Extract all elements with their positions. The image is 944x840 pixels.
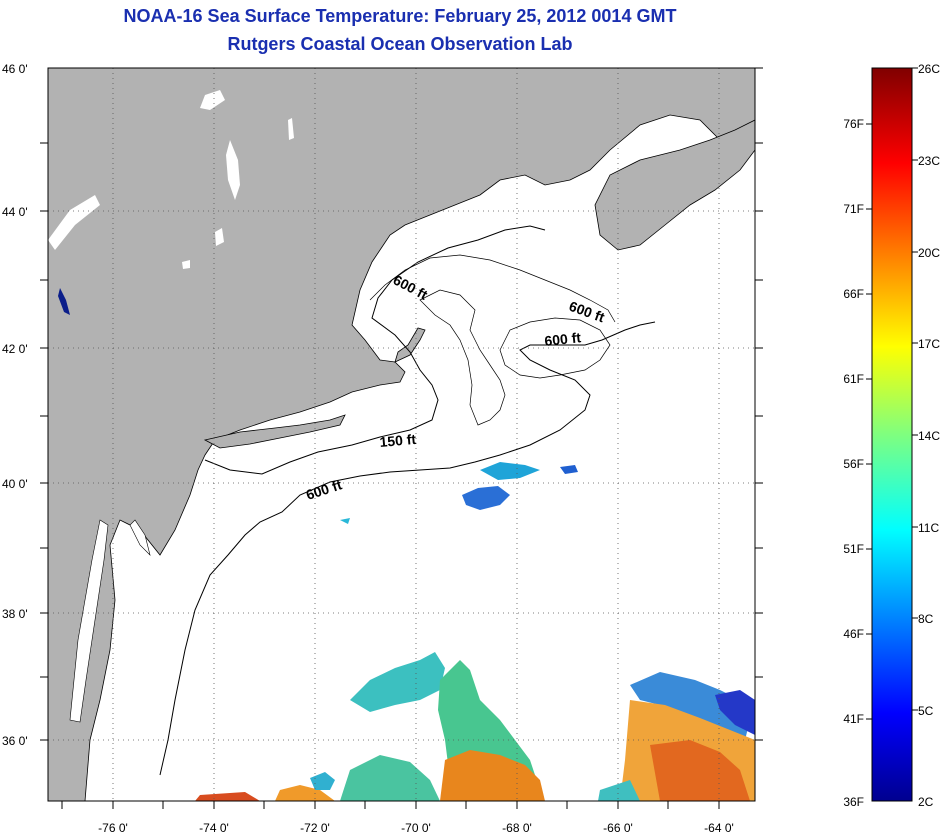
contour-150ft — [204, 225, 546, 475]
colorbar-fahrenheit-label: 76F — [843, 117, 864, 131]
contour-georges — [499, 317, 611, 379]
lake — [288, 118, 294, 140]
lon-tick-label: -74 0' — [199, 821, 229, 835]
lon-tick-label: -72 0' — [300, 821, 330, 835]
lake — [182, 260, 190, 269]
delaware-bay — [129, 519, 151, 556]
tick-marks — [40, 67, 763, 809]
lat-tick-label: 36 0' — [2, 734, 28, 748]
colorbar-celsius-label: 17C — [918, 337, 940, 351]
colorbar — [871, 67, 913, 802]
lat-tick-label: 40 0' — [2, 477, 28, 491]
lake-marker — [58, 288, 70, 315]
graticule — [48, 68, 755, 801]
colorbar-fahrenheit-label: 36F — [843, 795, 864, 809]
lat-tick-label: 42 0' — [2, 342, 28, 356]
map-subtitle: Rutgers Coastal Ocean Observation Lab — [227, 34, 573, 54]
colorbar-celsius-label: 20C — [918, 246, 940, 260]
colorbar-celsius-label: 23C — [918, 154, 940, 168]
colorbar-fahrenheit-label: 41F — [843, 712, 864, 726]
colorbar-celsius-label: 2C — [918, 795, 934, 809]
colorbar-ticks — [866, 67, 918, 720]
contour-gulf — [369, 254, 616, 323]
colorbar-fahrenheit-label: 46F — [843, 627, 864, 641]
land-cape-cod — [394, 327, 426, 363]
map-frame — [47, 67, 756, 802]
colorbar-fahrenheit-label: 51F — [843, 542, 864, 556]
lon-tick-label: -68 0' — [502, 821, 532, 835]
lake — [215, 228, 224, 246]
lon-tick-label: -76 0' — [98, 821, 128, 835]
colorbar-celsius-label: 5C — [918, 704, 934, 718]
lake — [48, 195, 100, 250]
contour-label: 600 ft — [544, 329, 582, 349]
colorbar-celsius-label: 14C — [918, 429, 940, 443]
lat-tick-label: 44 0' — [2, 205, 28, 219]
lat-tick-label: 38 0' — [2, 607, 28, 621]
lon-tick-label: -64 0' — [704, 821, 734, 835]
sst-patches — [195, 462, 755, 801]
colorbar-celsius-label: 26C — [918, 62, 940, 76]
colorbar-fahrenheit-label: 61F — [843, 372, 864, 386]
map-title: NOAA-16 Sea Surface Temperature: Februar… — [123, 6, 677, 26]
colorbar-celsius-label: 11C — [918, 521, 939, 535]
lon-tick-label: -66 0' — [603, 821, 633, 835]
lake — [226, 140, 240, 200]
colorbar-fahrenheit-label: 56F — [843, 457, 864, 471]
colorbar-fahrenheit-label: 71F — [843, 202, 864, 216]
contour-label: 150 ft — [379, 431, 417, 450]
lat-tick-label: 46 0' — [2, 62, 28, 76]
contour-600ft — [159, 321, 656, 776]
colorbar-celsius-label: 8C — [918, 612, 934, 626]
chesapeake-bay — [69, 519, 109, 723]
lake — [200, 90, 225, 110]
land-nova-scotia — [594, 119, 755, 251]
lon-tick-label: -70 0' — [401, 821, 431, 835]
contour-shelf-inner — [419, 289, 506, 426]
colorbar-fahrenheit-label: 66F — [843, 287, 864, 301]
land-long-island — [203, 414, 346, 449]
